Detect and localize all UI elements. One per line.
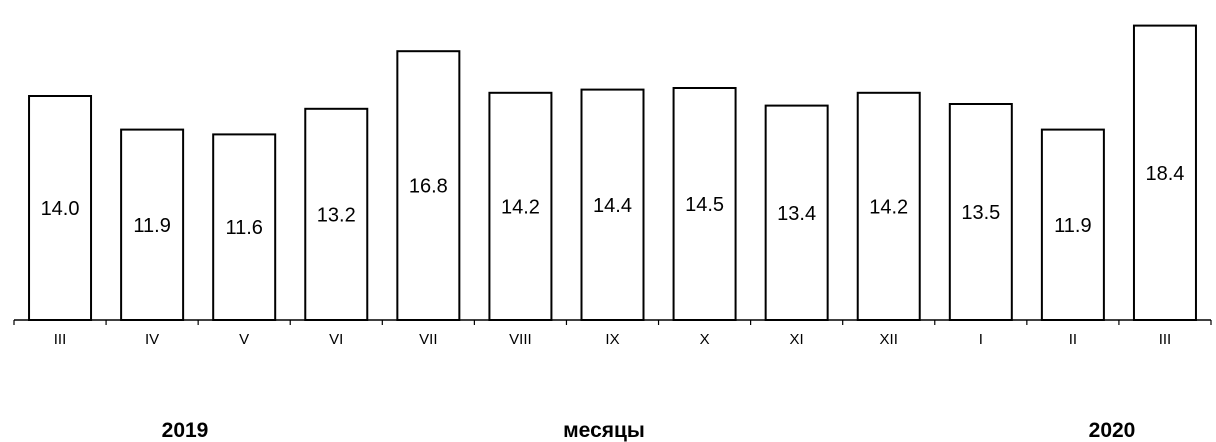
data-label: 14.2 [501,196,540,218]
bar [120,128,185,321]
year-label-end: 2020 [1089,419,1136,442]
x-tick-label: I [979,331,983,348]
data-label: 11.6 [225,217,262,239]
data-label: 18.4 [1145,163,1184,185]
bar [672,87,737,321]
x-axis-tick-labels: III IV V VI VII VIII IX X XI XII I II III [54,331,1171,348]
x-tick-label: V [239,331,249,348]
x-tick-label: III [54,331,67,348]
x-tick-label: XII [880,331,898,348]
bars-group [28,24,1197,321]
data-label: 14.2 [869,196,908,218]
data-label: 11.9 [133,215,170,237]
bar [304,107,369,321]
x-tick-label: X [700,331,710,348]
x-tick-label: VI [329,331,343,348]
x-tick-label: VII [419,331,437,348]
x-tick-label: VIII [509,331,532,348]
data-label: 14.5 [685,194,724,216]
data-labels-group: 14.0 11.9 11.6 13.2 16.8 14.2 14.4 14.5 13.4 14.2… [41,163,1185,239]
data-label: 11.9 [1054,215,1091,237]
x-tick-label: XI [790,331,804,348]
x-tick-label: II [1069,331,1077,348]
x-tick-label: III [1159,331,1172,348]
bar [856,91,921,321]
x-axis-label: месяцы [563,419,645,442]
x-tick-label: IX [605,331,619,348]
bar [948,103,1013,321]
bar [28,95,93,321]
data-label: 13.4 [777,203,816,225]
bar [212,133,277,321]
bar [1040,128,1105,321]
data-label: 14.4 [593,195,632,217]
x-tick-label: IV [145,331,159,348]
bar [488,91,553,321]
data-label: 13.5 [961,202,1000,224]
data-label: 16.8 [409,176,448,198]
data-label: 14.0 [41,198,80,220]
year-label-start: 2019 [162,419,209,442]
data-label: 13.2 [317,204,356,226]
x-axis-ticks [13,320,1212,325]
